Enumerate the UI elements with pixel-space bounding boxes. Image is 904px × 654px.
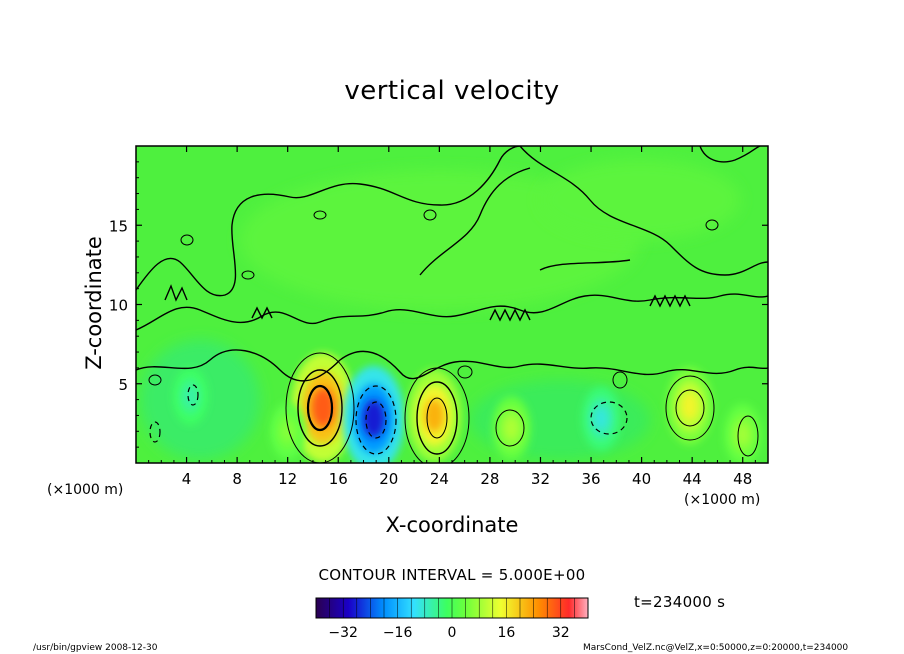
y-axis-ticks: 5 10 15: [109, 161, 768, 448]
x-tick-label: 4: [182, 470, 192, 488]
field-feature: [681, 392, 698, 420]
x-tick-label: 40: [632, 470, 651, 488]
field-shading: [140, 160, 762, 463]
colorbar-tick-label: −16: [383, 625, 413, 641]
x-tick-label: 16: [329, 470, 348, 488]
negative-contours: [149, 384, 628, 455]
y-tick-label: 5: [118, 376, 128, 394]
x-unit-left: (×1000 m): [47, 482, 124, 498]
contour-lines: [136, 146, 768, 463]
colorbar-ticks: −32 −16 0 16 32: [315, 598, 589, 641]
x-tick-label: 20: [379, 470, 398, 488]
colorbar-tick-label: −32: [328, 625, 358, 641]
field-feature: [594, 407, 609, 431]
y-tick-label: 10: [109, 297, 128, 315]
field-feature: [184, 386, 197, 407]
x-axis-label: X-coordinate: [385, 513, 519, 537]
x-unit-right: (×1000 m): [684, 492, 761, 508]
x-tick-label: 32: [531, 470, 550, 488]
colorbar-tick-label: 16: [497, 625, 515, 641]
colorbar-tick-label: 32: [552, 625, 570, 641]
x-tick-label: 24: [430, 470, 449, 488]
field-feature: [311, 387, 335, 428]
x-tick-label: 36: [581, 470, 600, 488]
y-axis-label: Z-coordinate: [82, 236, 106, 370]
chart-title: vertical velocity: [344, 76, 560, 106]
field-feature: [735, 423, 750, 446]
field-feature: [504, 416, 519, 440]
y-tick-label: 15: [109, 217, 128, 235]
colorbar-tick-label: 0: [448, 625, 457, 641]
footer-right: MarsCond_VelZ.nc@VelZ,x=0:50000,z=0:2000…: [583, 643, 849, 653]
time-label: t=234000 s: [634, 593, 726, 611]
contour-interval-label: CONTOUR INTERVAL = 5.000E+00: [318, 566, 586, 584]
x-tick-label: 8: [232, 470, 242, 488]
x-tick-label: 44: [683, 470, 702, 488]
x-tick-label: 48: [733, 470, 752, 488]
x-tick-label: 28: [480, 470, 499, 488]
field-feature: [424, 398, 445, 433]
x-tick-label: 12: [278, 470, 297, 488]
x-axis-ticks: 4 8 12 16 20 24 28 32 36 40 44 48: [148, 146, 756, 488]
footer-left: /usr/bin/gpview 2008-12-30: [33, 643, 158, 653]
